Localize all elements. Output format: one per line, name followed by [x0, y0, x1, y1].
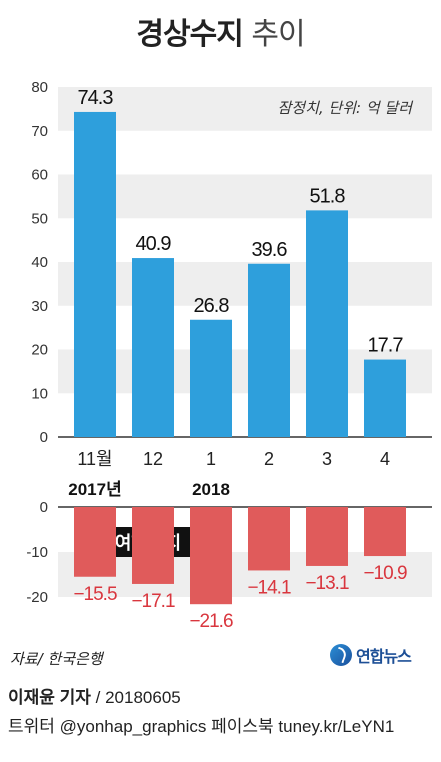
value-label: −13.1 — [305, 573, 349, 594]
grid-band — [58, 262, 432, 306]
x-tick-label: 2 — [264, 449, 274, 469]
current-account-bar — [132, 258, 174, 437]
travel-balance-bar — [190, 507, 232, 605]
year-label: 2018 — [192, 480, 230, 499]
travel-balance-bar — [306, 507, 348, 566]
y-tick-label: 70 — [31, 123, 48, 140]
social-line: 트위터 @yonhap_graphics 페이스북 tuney.kr/LeYN1 — [8, 717, 395, 736]
grid-bands — [58, 87, 432, 394]
yonhap-logo: 연합뉴스 — [330, 640, 412, 670]
value-label: 26.8 — [194, 295, 230, 317]
value-label: −15.5 — [73, 584, 117, 605]
grid-band — [58, 552, 432, 597]
current-account-y-axis: 0 10 20 30 40 50 60 70 80 잠정치, 단위: 억 달러 — [31, 79, 432, 446]
value-label: −14.1 — [247, 577, 291, 598]
value-label: −10.9 — [363, 563, 407, 584]
y-tick-label: 50 — [31, 210, 48, 227]
credit-date: / 20180605 — [90, 688, 181, 707]
current-account-bar — [248, 263, 290, 437]
x-tick-label: 1 — [206, 449, 216, 469]
title-light: 추이 — [251, 17, 305, 52]
y-tick-label: -10 — [26, 544, 48, 561]
x-tick-label: 3 — [322, 449, 332, 469]
yonhap-logo-text: 연합뉴스 — [356, 647, 412, 666]
grid-band — [58, 87, 432, 131]
travel-balance-bar — [74, 507, 116, 577]
value-label: 74.3 — [78, 87, 114, 109]
value-label: 40.9 — [136, 233, 172, 255]
value-label: 51.8 — [310, 185, 346, 207]
y-tick-label: -20 — [26, 589, 48, 606]
travel-balance-bar — [364, 507, 406, 557]
y-tick-label: 20 — [31, 342, 48, 359]
current-account-bar — [190, 319, 232, 437]
grid-band — [58, 174, 432, 219]
value-label: 39.6 — [252, 239, 288, 261]
source-note: 자료/ 한국은행 — [10, 650, 103, 668]
value-label: −21.6 — [189, 611, 233, 632]
current-account-bar — [74, 111, 116, 437]
chart-title: 경상수지 추이 — [0, 0, 441, 70]
travel-balance-bar — [132, 507, 174, 584]
y-tick-label: 10 — [31, 385, 48, 402]
value-label: −17.1 — [131, 591, 175, 612]
current-account-bar — [364, 359, 406, 437]
y-tick-label: 40 — [31, 254, 48, 271]
current-account-value-labels: 74.3 40.9 26.8 39.6 51.8 17.7 — [78, 87, 405, 357]
y-tick-label: 80 — [31, 79, 48, 96]
travel-balance-bars — [74, 507, 406, 605]
title-bold: 경상수지 — [136, 17, 243, 52]
unit-annotation: 잠정치, 단위: 억 달러 — [277, 99, 413, 117]
y-tick-label: 60 — [31, 167, 48, 184]
travel-balance-value-labels: −15.5 −17.1 −21.6 −14.1 −13.1 −10.9 — [73, 563, 408, 632]
y-tick-label: 0 — [40, 429, 48, 446]
travel-balance-bar — [248, 507, 290, 571]
credit-line: 이재윤 기자 / 20180605 — [8, 683, 181, 708]
current-account-bars — [74, 111, 406, 437]
year-label: 2017년 — [68, 480, 121, 499]
x-tick-label: 4 — [380, 449, 390, 469]
current-account-bar — [306, 210, 348, 437]
value-label: 17.7 — [368, 335, 404, 357]
y-tick-label: 0 — [40, 499, 48, 516]
y-tick-label: 30 — [31, 298, 48, 315]
reporter-name: 이재윤 기자 — [8, 688, 91, 707]
yonhap-logo-icon — [330, 644, 352, 666]
x-tick-label: 11월 — [77, 449, 112, 469]
x-tick-label: 12 — [143, 449, 163, 469]
